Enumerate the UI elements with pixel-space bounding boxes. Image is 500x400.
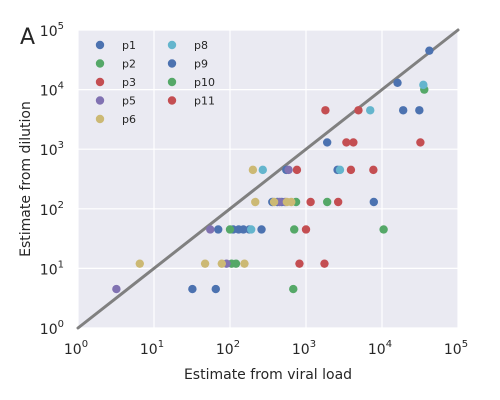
legend-marker-p1 xyxy=(95,40,105,50)
x-tick-label-2: 102 xyxy=(216,339,240,358)
point-p6-5 xyxy=(251,197,260,207)
point-p3-11 xyxy=(369,165,378,175)
identity-reference-line xyxy=(76,28,460,330)
y-axis-label: Estimate from dilution xyxy=(18,101,34,257)
legend-marker-p9 xyxy=(167,59,177,68)
point-p3-6 xyxy=(333,197,343,207)
point-p1-15 xyxy=(398,106,408,115)
legend-label-p9: p9 xyxy=(194,58,208,71)
y-tick-label-0: 100 xyxy=(40,319,64,338)
legend-marker-p8 xyxy=(167,40,177,50)
legend-marker-p10 xyxy=(167,77,177,87)
point-p1-2 xyxy=(214,225,223,234)
point-p8-1 xyxy=(258,165,267,175)
point-p3-3 xyxy=(306,197,315,207)
point-p8-2 xyxy=(335,165,345,175)
x-tick-label-3: 103 xyxy=(292,339,316,358)
point-p6-8 xyxy=(287,197,296,207)
x-tick-label-0: 100 xyxy=(64,339,88,358)
point-p8-0 xyxy=(246,225,256,234)
point-p2-3 xyxy=(289,284,298,294)
point-p6-2 xyxy=(217,259,226,268)
legend-label-p3: p3 xyxy=(122,76,136,89)
panel-label: A xyxy=(20,25,35,50)
x-axis-label: Estimate from viral load xyxy=(184,367,352,383)
point-p1-17 xyxy=(393,78,402,88)
point-p5-1 xyxy=(206,225,215,234)
y-tick-label-4: 104 xyxy=(40,81,64,100)
point-p3-0 xyxy=(292,165,302,175)
y-axis-ticks: 100 101 102 103 104 105 xyxy=(40,21,64,338)
legend-label-p8: p8 xyxy=(194,39,208,52)
data-points xyxy=(112,46,434,294)
legend-label-p1: p1 xyxy=(122,39,136,52)
point-p3-12 xyxy=(416,138,425,147)
point-p3-1 xyxy=(295,259,304,268)
point-p3-4 xyxy=(320,259,329,268)
point-p2-0 xyxy=(225,225,235,234)
x-axis-ticks: 100 101 102 103 104 105 xyxy=(64,339,468,358)
point-p6-3 xyxy=(240,259,249,268)
point-p6-4 xyxy=(248,165,258,175)
point-p5-5 xyxy=(284,165,293,175)
x-tick-label-1: 101 xyxy=(140,339,164,358)
point-p6-0 xyxy=(135,259,144,268)
legend-marker-p5 xyxy=(95,96,105,105)
point-p1-13 xyxy=(322,138,332,147)
point-p1-1 xyxy=(211,284,220,294)
point-p3-7 xyxy=(342,138,351,147)
legend-label-p2: p2 xyxy=(122,58,136,71)
legend: p1 p2 p3 p5 p6 p8 p9 p10 p11 xyxy=(95,39,215,126)
point-p8-4 xyxy=(419,80,428,90)
legend-marker-p11 xyxy=(167,96,177,105)
x-tick-label-5: 105 xyxy=(444,339,468,358)
point-p3-5 xyxy=(321,106,330,115)
point-p6-6 xyxy=(269,197,279,207)
legend-marker-p3 xyxy=(95,77,105,87)
legend-marker-p2 xyxy=(95,59,105,68)
y-tick-label-1: 101 xyxy=(40,259,64,278)
point-p3-8 xyxy=(346,165,356,175)
y-tick-label-2: 102 xyxy=(40,200,64,219)
point-p6-1 xyxy=(200,259,210,268)
point-p1-16 xyxy=(415,106,424,115)
legend-label-p10: p10 xyxy=(194,76,215,89)
point-p1-5 xyxy=(239,225,248,234)
point-p2-2 xyxy=(231,259,241,268)
legend-label-p6: p6 xyxy=(122,113,136,126)
point-p2-6 xyxy=(322,197,332,207)
legend-label-p11: p11 xyxy=(194,95,215,108)
y-tick-label-3: 103 xyxy=(40,140,64,159)
point-p1-7 xyxy=(257,225,266,234)
point-p1-0 xyxy=(188,284,197,294)
point-p1-18 xyxy=(425,46,434,55)
point-p3-10 xyxy=(354,106,363,115)
point-p3-2 xyxy=(301,225,311,234)
legend-marker-p6 xyxy=(95,114,105,124)
point-p2-4 xyxy=(290,225,299,234)
point-p1-14 xyxy=(369,197,378,207)
point-p3-9 xyxy=(349,138,358,147)
point-p5-0 xyxy=(112,284,121,294)
grid-lines xyxy=(77,29,459,329)
x-tick-label-4: 104 xyxy=(368,339,392,358)
legend-label-p5: p5 xyxy=(122,95,136,108)
point-p2-7 xyxy=(379,225,388,234)
point-p8-3 xyxy=(366,106,375,115)
y-tick-label-5: 105 xyxy=(40,21,64,40)
